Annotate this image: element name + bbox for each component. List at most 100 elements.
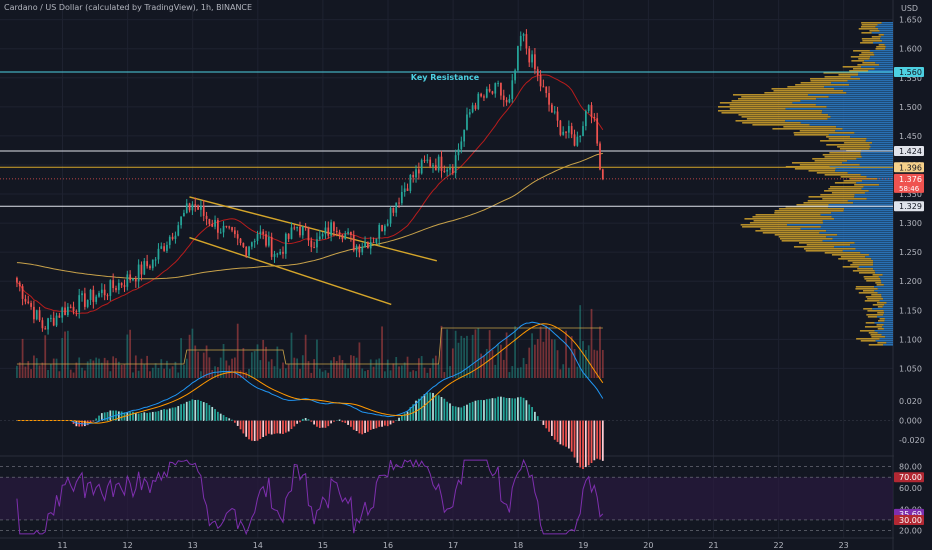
volume-bar [50,363,52,378]
volume-bar [539,326,542,378]
macd-histogram-bar [446,401,449,421]
volume-bar [534,344,536,378]
volume-profile-bar [821,112,893,114]
candle-body [567,126,570,133]
candle-body [432,165,434,167]
volume-bar [273,366,276,378]
candle-body [234,230,236,235]
volume-profile-bar [831,212,893,214]
candle-body [129,274,132,281]
volume-profile-bar [878,34,884,36]
volume-bar [477,328,480,378]
volume-profile-bar [827,118,893,120]
trend-channel[interactable] [189,196,438,306]
volume-profile-bar [861,156,893,158]
volume-profile-bar [884,44,893,46]
macd-histogram-bar [508,398,511,421]
candle-body [335,230,338,233]
macd-histogram-bar [500,396,502,421]
rsi-level-tag [894,514,924,525]
volume-bar [27,361,30,378]
macd-histogram-bar [146,412,149,421]
volume-profile-bar [863,186,893,188]
volume-profile-bar [738,98,817,100]
volume-profile-bar [874,54,893,56]
volume-bar [505,332,508,378]
volume-profile-bar [847,160,893,162]
time-axis[interactable]: 11 12 13 14 15 16 17 18 19 20 21 22 23 [57,541,848,550]
volume-profile-bar [830,116,893,118]
macd-histogram-bar [341,420,344,423]
volume-profile-bar [847,200,893,202]
volume-profile-bar [778,236,827,238]
volume-profile-bar [771,88,834,90]
volume-bar [318,368,321,378]
macd-histogram-bar [183,403,185,421]
volume-profile-bar [834,246,893,248]
volume-profile-bar [880,38,893,40]
volume-profile-bar [854,196,893,198]
rsi-pane [0,458,893,536]
rsi-level-tag-text: 30.00 [899,516,922,525]
macd-histogram-bar [576,420,579,463]
volume-bar [16,365,18,378]
price-level-tag [894,201,924,212]
candle-body [556,111,559,121]
volume-profile-bar [883,298,893,300]
macd-histogram-bar [234,420,236,423]
candle-body [565,131,567,133]
candle-body [528,48,531,63]
volume-bars [16,305,604,378]
volume-bar [378,358,381,378]
macd-histogram-bar [333,420,335,422]
macd-histogram-bar [420,396,423,421]
macd-histogram-bar [350,420,352,427]
volume-bar [100,362,103,378]
volume-profile-bar [831,216,893,218]
macd-histogram-bar [157,411,160,421]
candle-body [338,232,341,235]
candle-body [477,93,480,109]
volume-profile-bar [857,64,880,66]
last-price-tag [894,173,924,193]
volume-bar [265,346,267,378]
volume-profile-bar [874,270,893,272]
macd-histogram-bar [134,413,137,421]
volume-bar [30,369,32,378]
macd-histogram-bar [369,420,372,430]
macd-histogram-bar [491,398,494,421]
volume-profile-bar [741,116,831,118]
candle-body [601,169,604,179]
candle-body [429,159,432,167]
volume-profile-bar [835,170,893,172]
candle-body [508,98,511,103]
volume-bar [117,361,120,378]
candle-body [134,278,137,282]
volume-profile-bar [820,226,893,228]
volume-profile-bar [862,290,875,292]
volume-bar [200,371,202,378]
candle-body [208,218,211,225]
volume-profile-bar [824,156,862,158]
candle-body [384,225,386,232]
volume-profile-bar [874,286,893,288]
volume-bar [386,359,389,378]
macd-histogram-bar [582,420,584,470]
price-axis[interactable]: USD1.6501.6001.5501.5001.4501.4001.3501.… [894,0,932,550]
macd-histogram-bar [100,413,103,421]
volume-profile-bar [840,256,866,258]
volume-bar [151,367,154,378]
candle-body [103,289,106,296]
volume-profile-bar [836,126,893,128]
volume-profile-bar [799,130,836,132]
volume-profile-bar [774,212,832,214]
rsi-level-tag [894,472,924,483]
candle-body [242,242,245,248]
candle-body [180,216,182,226]
candle-body [188,203,191,211]
candle-body [381,224,383,232]
macd-histogram-bar [202,402,205,421]
macd-histogram-bar [330,420,332,424]
volume-bar [146,355,149,378]
